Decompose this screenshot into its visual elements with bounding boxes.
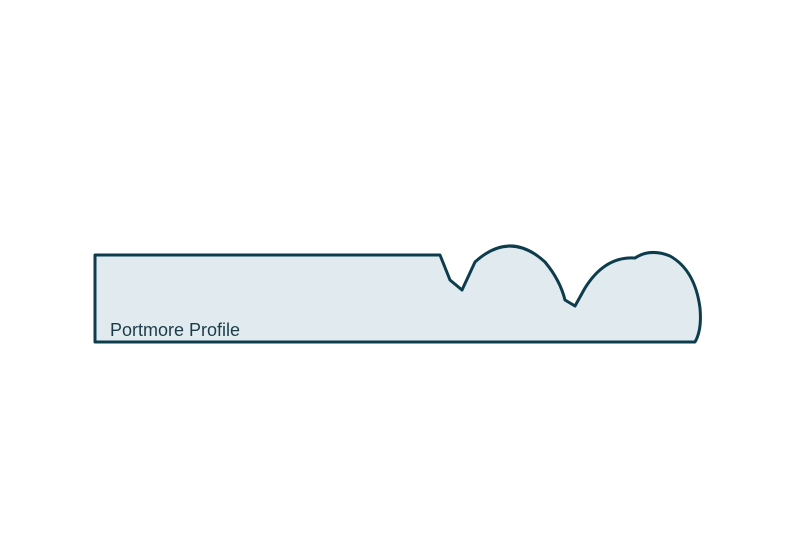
profile-label: Portmore Profile	[110, 320, 240, 341]
profile-svg	[0, 0, 800, 540]
profile-diagram: Portmore Profile	[0, 0, 800, 540]
